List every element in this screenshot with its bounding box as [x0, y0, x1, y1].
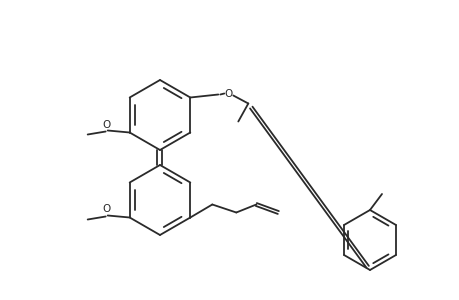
Text: O: O	[224, 88, 232, 98]
Text: O: O	[102, 119, 111, 130]
Text: O: O	[102, 205, 111, 214]
